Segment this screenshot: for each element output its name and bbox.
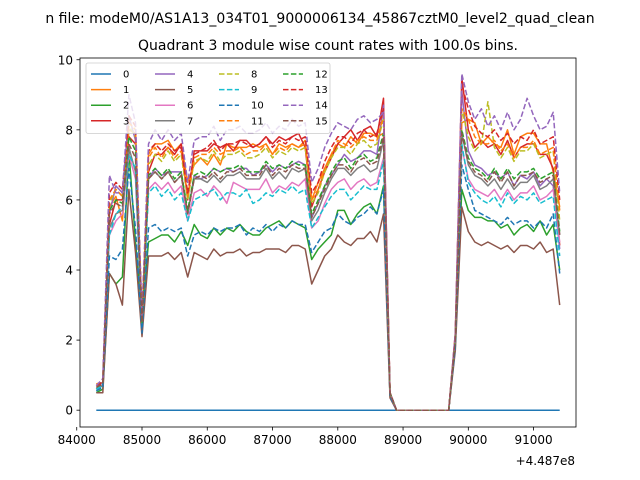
legend-label-11: 11 bbox=[251, 116, 264, 127]
legend-box bbox=[85, 62, 331, 134]
legend-label-9: 9 bbox=[251, 85, 257, 96]
legend-label-15: 15 bbox=[315, 116, 328, 127]
series-line-5 bbox=[96, 188, 561, 411]
series-line-12 bbox=[95, 129, 561, 411]
legend-label-2: 2 bbox=[123, 101, 129, 112]
x-tick-label: 88000 bbox=[319, 433, 357, 447]
series-line-6 bbox=[95, 146, 561, 411]
series-line-15 bbox=[95, 132, 561, 411]
series-line-14 bbox=[95, 73, 561, 411]
series-layer bbox=[95, 73, 561, 411]
series-line-13 bbox=[95, 83, 561, 411]
legend-label-10: 10 bbox=[251, 101, 264, 112]
legend-label-5: 5 bbox=[187, 85, 193, 96]
legend-label-7: 7 bbox=[187, 116, 193, 127]
x-tick-label: 89000 bbox=[384, 433, 422, 447]
x-tick-label: 86000 bbox=[188, 433, 226, 447]
series-line-11 bbox=[95, 108, 561, 411]
legend-label-4: 4 bbox=[187, 70, 193, 81]
y-tick-label: 0 bbox=[65, 404, 73, 418]
y-tick-label: 2 bbox=[65, 334, 73, 348]
x-offset-label: +4.487e8 bbox=[516, 454, 575, 468]
x-tick-label: 84000 bbox=[58, 433, 96, 447]
x-tick-label: 91000 bbox=[514, 433, 552, 447]
chart-suptitle: n file: modeM0/AS1A13_034T01_9000006134_… bbox=[45, 11, 594, 27]
y-tick-label: 4 bbox=[65, 264, 73, 278]
y-tick-label: 8 bbox=[65, 123, 73, 137]
y-tick-label: 10 bbox=[58, 53, 73, 67]
series-line-8 bbox=[95, 101, 561, 411]
legend-label-3: 3 bbox=[123, 116, 129, 127]
legend-label-0: 0 bbox=[123, 70, 129, 81]
series-line-2 bbox=[95, 150, 561, 411]
legend-label-1: 1 bbox=[123, 85, 129, 96]
x-tick-label: 85000 bbox=[123, 433, 161, 447]
axes-layer: 84000 85000 86000 87000 88000 89000 90000 91000… bbox=[58, 53, 577, 447]
chart-title: Quadrant 3 module wise count rates with … bbox=[138, 38, 518, 54]
y-tick-label: 6 bbox=[65, 193, 73, 207]
legend-label-6: 6 bbox=[187, 101, 193, 112]
axes-frame bbox=[79, 57, 577, 428]
legend-label-8: 8 bbox=[251, 70, 257, 81]
legend-label-13: 13 bbox=[315, 85, 328, 96]
series-line-7 bbox=[95, 132, 561, 411]
series-line-10 bbox=[95, 164, 561, 411]
x-tick-label: 87000 bbox=[253, 433, 291, 447]
legend-label-12: 12 bbox=[315, 70, 328, 81]
x-tick-label: 90000 bbox=[449, 433, 487, 447]
legend-label-14: 14 bbox=[315, 101, 328, 112]
